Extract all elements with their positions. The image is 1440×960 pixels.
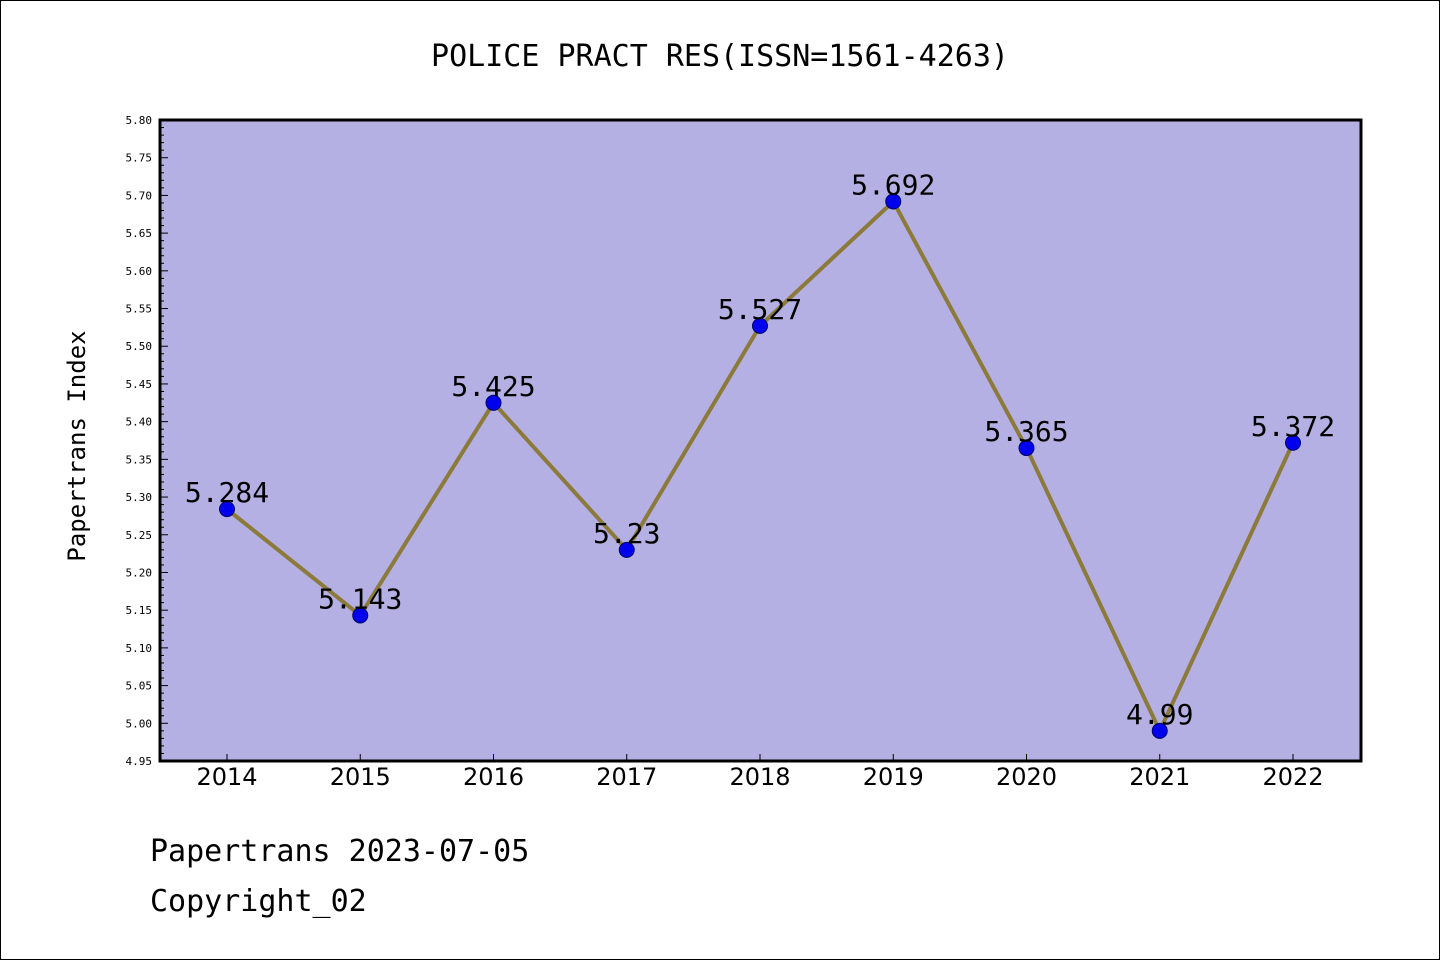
data-label: 5.284 — [185, 476, 269, 509]
y-tick-label: 5.50 — [126, 340, 153, 353]
data-point — [1151, 722, 1168, 739]
y-tick-label: 5.45 — [126, 378, 153, 391]
y-tick-label: 5.35 — [126, 453, 153, 466]
y-tick-label: 5.75 — [126, 152, 153, 165]
footer-date: Papertrans 2023-07-05 — [150, 834, 530, 869]
chart-title: POLICE PRACT RES(ISSN=1561-4263) — [431, 39, 1009, 74]
y-tick-label: 5.30 — [126, 491, 153, 504]
data-label: 5.372 — [1251, 410, 1335, 443]
y-tick-label: 5.25 — [126, 529, 153, 542]
data-point — [618, 541, 635, 558]
x-tick-label: 2014 — [196, 763, 257, 791]
data-point-group — [219, 193, 1301, 739]
x-tick-label: 2020 — [996, 763, 1057, 791]
y-tick-label: 5.10 — [126, 642, 153, 655]
x-tick-label: 2022 — [1262, 763, 1323, 791]
data-label: 5.527 — [718, 293, 802, 326]
x-tick-label: 2018 — [729, 763, 790, 791]
y-tick-label: 5.60 — [126, 265, 153, 278]
data-point — [752, 317, 768, 334]
y-tick-label: 5.15 — [126, 604, 153, 617]
y-tick-label: 5.70 — [126, 189, 153, 202]
y-tick-label: 5.40 — [126, 416, 153, 429]
y-tick-label: 5.20 — [126, 566, 153, 579]
data-point — [485, 394, 502, 411]
y-axis-label: Papertrans Index — [63, 330, 91, 561]
x-tick-label: 2021 — [1129, 763, 1190, 791]
y-tick-label: 5.65 — [126, 227, 153, 240]
y-tick-label: 5.80 — [126, 114, 153, 127]
x-tick-label: 2016 — [463, 763, 524, 791]
data-label: 5.425 — [451, 370, 535, 403]
data-point — [352, 607, 369, 624]
data-label: 4.99 — [1126, 698, 1193, 731]
data-point — [219, 501, 235, 518]
x-tick-label: 2017 — [596, 763, 657, 791]
x-axis-ticks: 2014 2015 2016 2017 2018 2019 2020 2021 2022 — [196, 754, 1324, 791]
data-label-group: 5.284 5.143 5.425 5.23 5.527 5.692 5.365 4.99 5.… — [185, 168, 1335, 730]
data-point — [1285, 434, 1301, 451]
y-tick-label: 5.00 — [126, 717, 153, 730]
x-tick-label: 2019 — [863, 763, 924, 791]
plot-area — [158, 118, 1363, 763]
x-tick-label: 2015 — [330, 763, 391, 791]
y-tick-label: 4.95 — [126, 755, 153, 768]
data-label: 5.365 — [984, 415, 1068, 448]
data-label: 5.23 — [593, 517, 660, 550]
data-point — [1018, 440, 1035, 457]
data-point — [885, 193, 902, 210]
footer-copyright: Copyright_02 — [150, 884, 367, 919]
data-label: 5.143 — [318, 582, 402, 615]
y-tick-label: 5.05 — [126, 680, 153, 693]
data-label: 5.692 — [851, 168, 935, 201]
y-axis-ticks: 4.95 5.00 5.05 5.10 5.15 5.20 5.25 5.30 5.35 5.40… — [126, 114, 168, 768]
y-tick-label: 5.55 — [126, 303, 153, 316]
